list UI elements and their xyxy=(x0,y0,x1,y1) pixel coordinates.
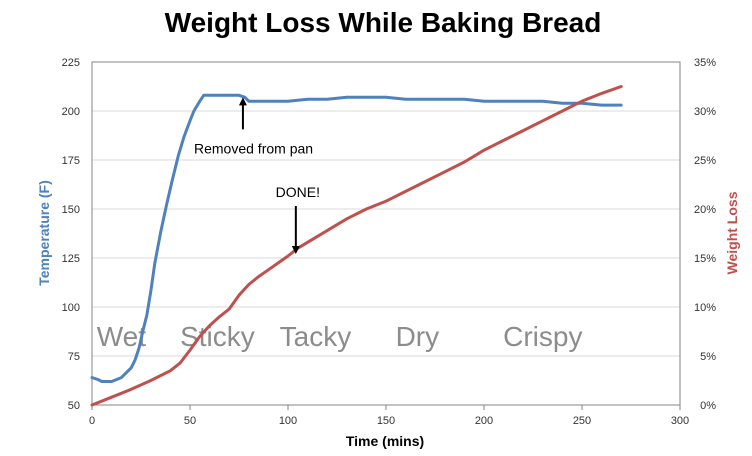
y2-tick-label: 0% xyxy=(700,400,716,412)
annotations: Removed from pan DONE! xyxy=(194,97,320,255)
phase-label: Crispy xyxy=(503,321,582,352)
plot-area-border xyxy=(91,61,681,406)
y2-tick-label: 15% xyxy=(694,253,716,265)
temperature-line xyxy=(90,93,623,383)
y-tick-label: 50 xyxy=(68,400,80,412)
y2-tick-label: 35% xyxy=(694,57,716,69)
y2-axis-title: Weight Loss xyxy=(724,191,740,274)
phase-label: Dry xyxy=(396,321,440,352)
y2-tick-label: 5% xyxy=(700,351,716,363)
y-tick-label: 75 xyxy=(68,351,80,363)
x-axis-title: Time (mins) xyxy=(346,433,424,449)
y-tick-label: 125 xyxy=(62,253,80,265)
x-tick-label: 200 xyxy=(475,415,493,427)
y2-tick-label: 25% xyxy=(694,155,716,167)
removed-from-pan-label: Removed from pan xyxy=(194,140,313,156)
y2-tick-label: 30% xyxy=(694,106,716,118)
y-tick-label: 225 xyxy=(62,57,80,69)
y2-tick-label: 10% xyxy=(694,302,716,314)
y-tick-label: 200 xyxy=(62,106,80,118)
y-tick-label: 150 xyxy=(62,204,80,216)
x-tick-label: 0 xyxy=(89,415,95,427)
x-tick-label: 50 xyxy=(184,415,196,427)
phase-label: Tacky xyxy=(280,321,352,352)
x-tick-label: 250 xyxy=(573,415,591,427)
y-tick-label: 100 xyxy=(62,302,80,314)
x-tick-label: 300 xyxy=(671,415,689,427)
y-axis-title: Temperature (F) xyxy=(36,180,52,286)
chart-title: Weight Loss While Baking Bread xyxy=(165,7,602,38)
x-tick-label: 100 xyxy=(279,415,297,427)
gridlines xyxy=(92,61,680,406)
done-label: DONE! xyxy=(276,184,320,200)
y2-tick-label: 20% xyxy=(694,204,716,216)
y-tick-label: 175 xyxy=(62,155,80,167)
phase-labels: Wet Sticky Tacky Dry Crispy xyxy=(97,321,583,352)
axes: 50 75 100 125 150 175 200 225 0% 5% 10% 15% 20% 25% 30… xyxy=(62,57,717,427)
x-tick-label: 150 xyxy=(377,415,395,427)
